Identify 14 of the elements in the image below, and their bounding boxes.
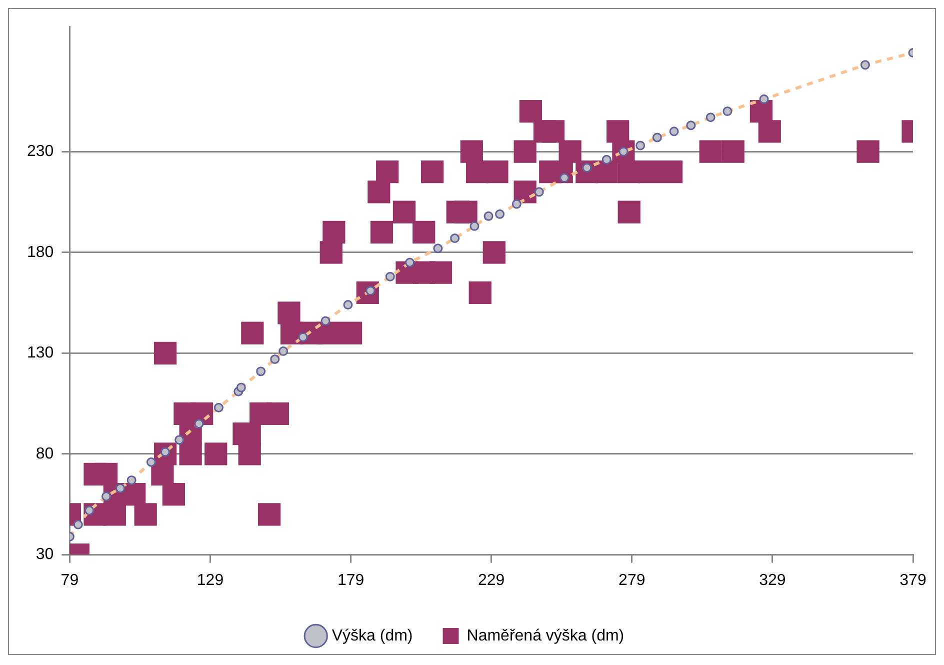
x-tick-label: 229 — [478, 572, 505, 589]
y-tick-label: 130 — [26, 344, 54, 362]
y-tick-label: 30 — [36, 546, 54, 564]
y-tick-label: 230 — [26, 143, 54, 160]
x-tick-label: 329 — [759, 572, 786, 589]
x-tick-label: 129 — [196, 572, 224, 589]
legend-label: Výška (dm) — [332, 627, 413, 644]
x-tick-label: 179 — [337, 572, 364, 589]
y-tick-label: 180 — [26, 244, 54, 261]
y-tick-label: 80 — [36, 445, 54, 462]
legend-label: Naměřená výška (dm) — [466, 627, 624, 644]
x-tick-label: 279 — [618, 572, 646, 589]
x-tick-label: 379 — [900, 572, 926, 589]
x-tick-label: 79 — [60, 572, 79, 589]
